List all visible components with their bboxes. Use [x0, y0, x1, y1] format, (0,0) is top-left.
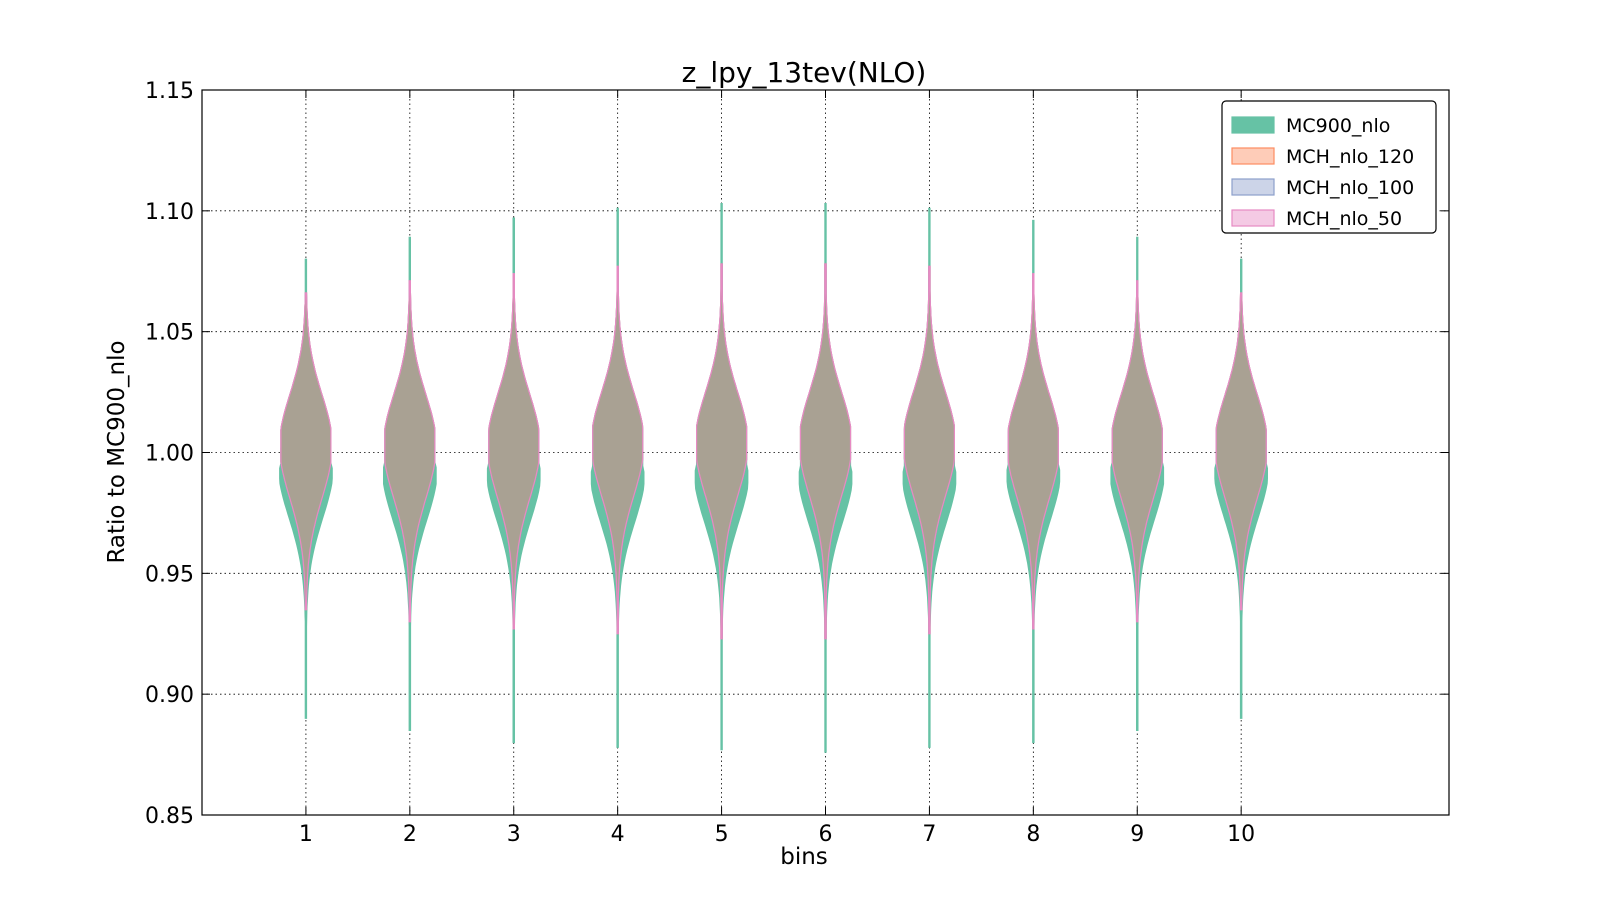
y-tick-label: 1.05: [145, 321, 194, 346]
x-tick-label: 6: [819, 822, 833, 847]
y-axis-label: Ratio to MC900_nlo: [104, 340, 130, 563]
x-axis-label: bins: [780, 844, 828, 870]
y-tick-label: 0.95: [145, 562, 194, 587]
x-tick-label: 1: [299, 822, 313, 847]
legend-label: MCH_nlo_120: [1286, 146, 1414, 168]
violin-mch-nlo-50: [1215, 292, 1267, 611]
legend: MC900_nlo MCH_nlo_120 MCH_nlo_100 MCH_nlo_5…: [1221, 100, 1437, 234]
y-tick-label: 0.90: [145, 683, 194, 708]
violin-mch-nlo-50: [1111, 280, 1163, 623]
x-tick-label: 4: [611, 822, 625, 847]
legend-swatch: [1231, 116, 1275, 134]
violins: [279, 203, 1268, 753]
violin-mch-nlo-50: [696, 263, 748, 640]
x-tick-label: 5: [715, 822, 729, 847]
x-tick-label: 9: [1130, 822, 1144, 847]
violin-mch-nlo-50: [384, 280, 436, 623]
x-tick-label: 8: [1026, 822, 1040, 847]
x-tick-label: 10: [1227, 822, 1255, 847]
legend-swatch: [1231, 209, 1275, 227]
y-tick-label: 1.00: [145, 442, 194, 467]
legend-swatch: [1231, 147, 1275, 165]
legend-swatch: [1231, 178, 1275, 196]
violin-mch-nlo-50: [488, 273, 540, 630]
violin-mch-nlo-50: [1007, 273, 1059, 630]
violin-mch-nlo-50: [799, 263, 852, 640]
y-tick-label: 1.10: [145, 200, 194, 225]
legend-label: MCH_nlo_100: [1286, 177, 1414, 199]
legend-label: MCH_nlo_50: [1286, 208, 1402, 230]
x-tick-label: 2: [403, 822, 417, 847]
violin-mch-nlo-50: [903, 265, 955, 635]
violin-mch-nlo-50: [280, 292, 332, 611]
y-tick-label: 1.15: [145, 79, 194, 104]
legend-label: MC900_nlo: [1286, 115, 1390, 137]
ticks: 0.85 0.90 0.95 1.00 1.05 1.10 1.15 1 2 3 4 5 6 7 8 9 10: [145, 79, 1449, 847]
x-tick-label: 7: [922, 822, 936, 847]
x-tick-label: 3: [507, 822, 521, 847]
legend-box: [1221, 100, 1437, 234]
y-tick-label: 0.85: [145, 804, 194, 829]
chart-title: z_lpy_13tev(NLO): [682, 56, 927, 89]
violin-mch-nlo-50: [592, 265, 644, 635]
